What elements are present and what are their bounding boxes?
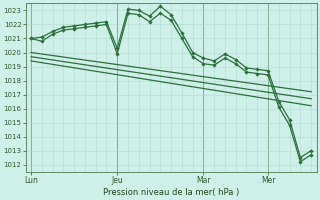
X-axis label: Pression niveau de la mer( hPa ): Pression niveau de la mer( hPa ) <box>103 188 239 197</box>
